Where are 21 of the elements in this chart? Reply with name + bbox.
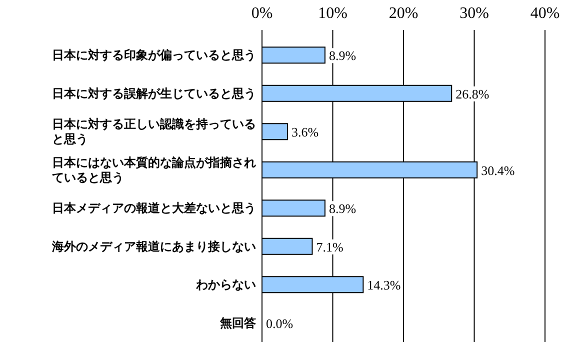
y-tick-label: 無回答 (219, 316, 257, 330)
data-label: 8.9% (328, 201, 356, 216)
data-label: 7.1% (316, 239, 344, 254)
data-label: 0.0% (266, 316, 294, 331)
y-tick-label: 日本に対する正しい認識を持っていると思う (52, 117, 256, 146)
y-tick-label: 海外のメディア報道にあまり接しない (51, 239, 256, 254)
data-label: 26.8% (456, 86, 490, 102)
data-label: 8.9% (328, 48, 356, 64)
data-label: 14.3% (367, 278, 401, 293)
data-label: 30.4% (481, 162, 515, 178)
y-tick-label: 日本に対する誤解が生じていると思う (52, 86, 256, 100)
x-tick-label: 10% (318, 5, 348, 22)
y-tick-label: 日本メディアの報道と大差ないと思う (52, 201, 256, 216)
y-tick-label: 日本に対する印象が偏っていると思う (52, 48, 256, 62)
x-tick-label: 30% (460, 5, 489, 22)
y-tick-label: わからない (195, 278, 256, 292)
data-label: 3.6% (291, 124, 319, 140)
y-tick-label: 日本にはない本質的な論点が指摘されていると思う (52, 155, 256, 184)
x-tick-label: 40% (530, 5, 560, 22)
x-tick-label: 20% (388, 5, 418, 22)
x-tick-label: 0% (251, 5, 273, 22)
